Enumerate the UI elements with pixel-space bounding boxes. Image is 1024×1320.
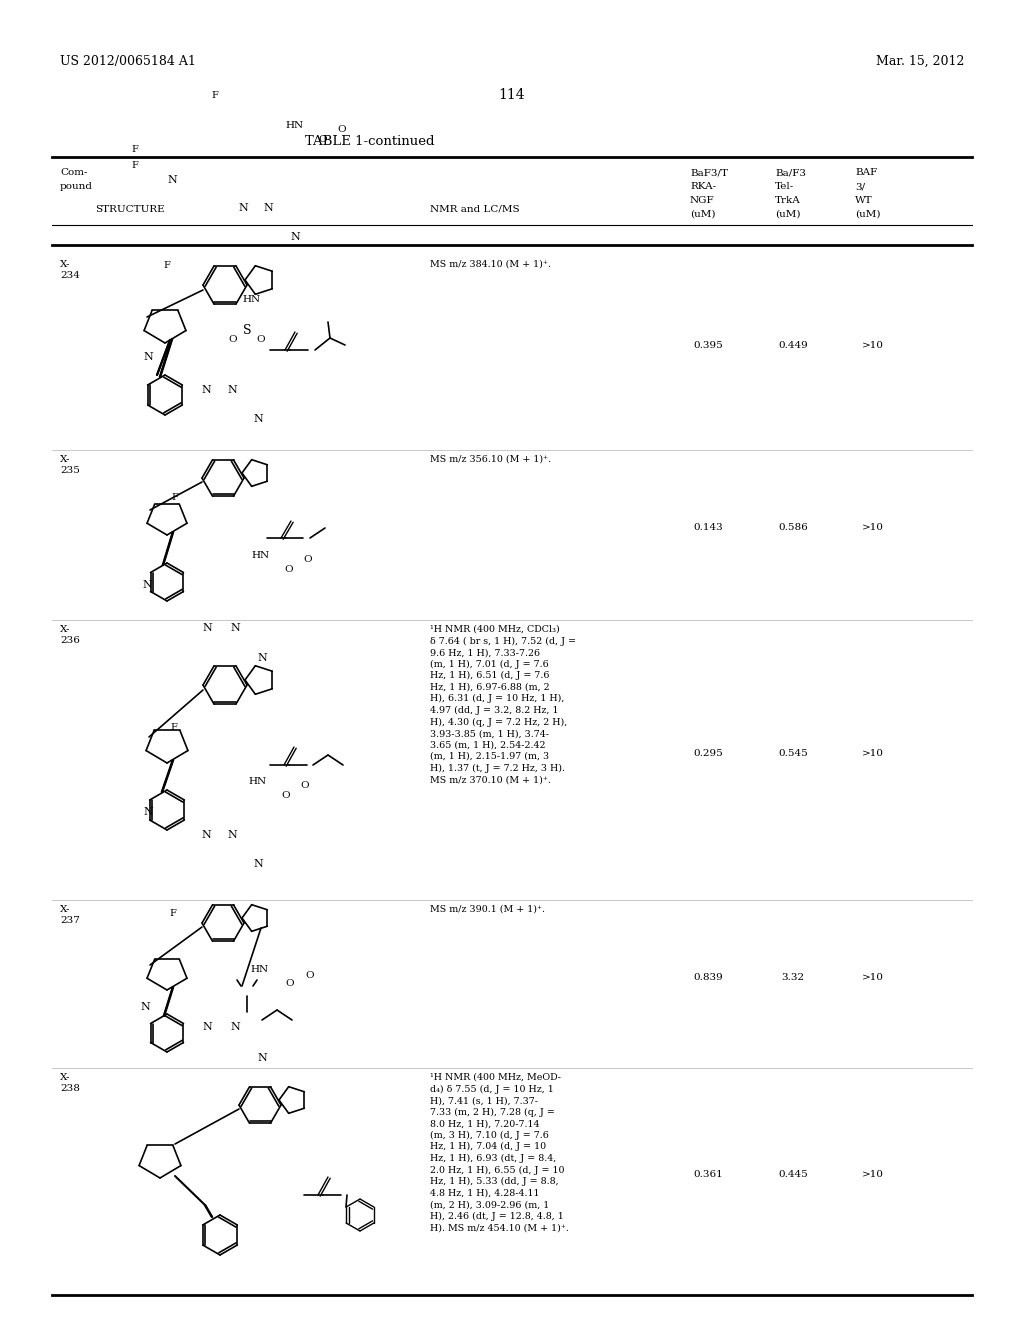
Text: N: N bbox=[167, 176, 177, 185]
Text: F: F bbox=[131, 145, 138, 154]
Text: F: F bbox=[212, 91, 218, 99]
Text: N: N bbox=[202, 1022, 212, 1032]
Text: X-
237: X- 237 bbox=[60, 906, 80, 925]
Text: X-
235: X- 235 bbox=[60, 455, 80, 475]
Text: >10: >10 bbox=[862, 524, 884, 532]
Text: N: N bbox=[143, 352, 153, 362]
Text: HN: HN bbox=[285, 120, 303, 129]
Text: O: O bbox=[304, 556, 312, 565]
Text: HN: HN bbox=[242, 296, 260, 305]
Text: TABLE 1-continued: TABLE 1-continued bbox=[305, 135, 435, 148]
Text: HN: HN bbox=[250, 965, 268, 974]
Text: Com-: Com- bbox=[60, 168, 87, 177]
Text: N: N bbox=[142, 579, 152, 590]
Text: NMR and LC/MS: NMR and LC/MS bbox=[430, 205, 519, 214]
Text: 0.449: 0.449 bbox=[778, 341, 808, 350]
Text: O: O bbox=[228, 335, 238, 345]
Text: N: N bbox=[230, 1022, 240, 1032]
Text: Ba/F3: Ba/F3 bbox=[775, 168, 806, 177]
Text: 0.295: 0.295 bbox=[693, 748, 723, 758]
Text: RKA-: RKA- bbox=[690, 182, 716, 191]
Text: >10: >10 bbox=[862, 341, 884, 350]
Text: N: N bbox=[257, 653, 267, 663]
Text: S: S bbox=[243, 323, 251, 337]
Text: N: N bbox=[290, 232, 300, 242]
Text: 0.395: 0.395 bbox=[693, 341, 723, 350]
Text: 0.143: 0.143 bbox=[693, 524, 723, 532]
Text: TrkA: TrkA bbox=[775, 195, 801, 205]
Text: N: N bbox=[201, 830, 211, 840]
Text: 3/: 3/ bbox=[855, 182, 865, 191]
Text: (uM): (uM) bbox=[855, 210, 881, 219]
Text: NGF: NGF bbox=[690, 195, 715, 205]
Text: N: N bbox=[202, 623, 212, 634]
Text: N: N bbox=[230, 623, 240, 634]
Text: 114: 114 bbox=[499, 88, 525, 102]
Text: N: N bbox=[140, 1002, 150, 1012]
Text: (uM): (uM) bbox=[775, 210, 801, 219]
Text: 0.361: 0.361 bbox=[693, 1170, 723, 1179]
Text: N: N bbox=[263, 203, 272, 213]
Text: O: O bbox=[286, 979, 294, 989]
Text: 0.545: 0.545 bbox=[778, 748, 808, 758]
Text: Mar. 15, 2012: Mar. 15, 2012 bbox=[876, 55, 964, 69]
Text: X-
238: X- 238 bbox=[60, 1073, 80, 1093]
Text: ¹H NMR (400 MHz, MeOD-
d₄) δ 7.55 (d, J = 10 Hz, 1
H), 7.41 (s, 1 H), 7.37-
7.33: ¹H NMR (400 MHz, MeOD- d₄) δ 7.55 (d, J … bbox=[430, 1073, 569, 1232]
Text: >10: >10 bbox=[862, 1170, 884, 1179]
Text: F: F bbox=[170, 908, 176, 917]
Text: MS m/z 384.10 (M + 1)⁺.: MS m/z 384.10 (M + 1)⁺. bbox=[430, 260, 551, 269]
Text: >10: >10 bbox=[862, 973, 884, 982]
Text: 0.586: 0.586 bbox=[778, 524, 808, 532]
Text: STRUCTURE: STRUCTURE bbox=[95, 205, 165, 214]
Text: MS m/z 356.10 (M + 1)⁺.: MS m/z 356.10 (M + 1)⁺. bbox=[430, 455, 551, 465]
Text: F: F bbox=[164, 260, 170, 269]
Text: O: O bbox=[282, 791, 291, 800]
Text: F: F bbox=[131, 161, 138, 169]
Text: pound: pound bbox=[60, 182, 93, 191]
Text: N: N bbox=[227, 385, 237, 395]
Text: O: O bbox=[257, 335, 265, 345]
Text: 3.32: 3.32 bbox=[781, 973, 805, 982]
Text: F: F bbox=[172, 494, 178, 503]
Text: O: O bbox=[338, 125, 346, 135]
Text: HN: HN bbox=[248, 777, 266, 787]
Text: 0.445: 0.445 bbox=[778, 1170, 808, 1179]
Text: N: N bbox=[257, 1053, 267, 1063]
Text: BaF3/T: BaF3/T bbox=[690, 168, 728, 177]
Text: >10: >10 bbox=[862, 748, 884, 758]
Text: (uM): (uM) bbox=[690, 210, 716, 219]
Text: BAF: BAF bbox=[855, 168, 878, 177]
Text: MS m/z 390.1 (M + 1)⁺.: MS m/z 390.1 (M + 1)⁺. bbox=[430, 906, 545, 913]
Text: N: N bbox=[239, 203, 248, 213]
Text: O: O bbox=[306, 970, 314, 979]
Text: WT: WT bbox=[855, 195, 872, 205]
Text: HN: HN bbox=[251, 550, 269, 560]
Text: N: N bbox=[143, 807, 153, 817]
Text: US 2012/0065184 A1: US 2012/0065184 A1 bbox=[60, 55, 196, 69]
Text: O: O bbox=[285, 565, 293, 573]
Text: N: N bbox=[227, 830, 237, 840]
Text: X-
236: X- 236 bbox=[60, 624, 80, 645]
Text: O: O bbox=[301, 781, 309, 791]
Text: N: N bbox=[201, 385, 211, 395]
Text: 0.839: 0.839 bbox=[693, 973, 723, 982]
Text: ¹H NMR (400 MHz, CDCl₃)
δ 7.64 ( br s, 1 H), 7.52 (d, J =
9.6 Hz, 1 H), 7.33-7.2: ¹H NMR (400 MHz, CDCl₃) δ 7.64 ( br s, 1… bbox=[430, 624, 577, 784]
Text: F: F bbox=[171, 722, 177, 731]
Text: N: N bbox=[253, 414, 263, 424]
Text: N: N bbox=[253, 859, 263, 869]
Text: X-
234: X- 234 bbox=[60, 260, 80, 280]
Text: O: O bbox=[318, 135, 328, 144]
Text: Tel-: Tel- bbox=[775, 182, 795, 191]
